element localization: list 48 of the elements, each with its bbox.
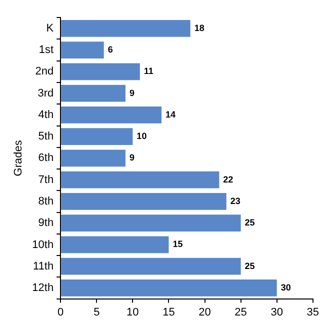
bar [61, 42, 104, 58]
data-label: 11 [144, 66, 154, 76]
y-tick-label: 9th [38, 217, 54, 230]
x-tick-label: 35 [306, 306, 320, 318]
x-tick-label: 5 [94, 306, 100, 318]
data-label: 22 [223, 174, 234, 184]
y-tick-label: 6th [38, 152, 54, 164]
x-tick-label: 25 [234, 306, 247, 318]
bar [61, 280, 277, 296]
y-tick-label: K [46, 22, 54, 34]
data-label: 25 [244, 260, 255, 271]
data-label: 30 [280, 282, 291, 292]
x-tick-label: 20 [198, 306, 211, 318]
data-label: 23 [230, 196, 240, 206]
data-label: 15 [172, 239, 183, 250]
x-tick-label: 15 [162, 306, 175, 318]
x-tick-label: 10 [126, 306, 139, 318]
x-tick-label: 0 [58, 306, 64, 318]
bar [61, 106, 162, 124]
data-label: 10 [136, 131, 147, 142]
data-label: 6 [108, 44, 113, 55]
y-tick-label: 12th [32, 282, 54, 294]
y-axis-title: Grades [12, 140, 25, 176]
bar [61, 236, 169, 254]
data-label: 9 [129, 152, 134, 163]
y-tick-label: 1st [38, 44, 54, 56]
data-label: 18 [194, 22, 204, 33]
bar [61, 20, 190, 37]
y-tick-label: 7th [38, 174, 54, 186]
y-tick-label: 10th [32, 238, 54, 251]
y-tick-label: 3rd [38, 87, 54, 100]
bar [61, 84, 126, 102]
y-tick-label: 2nd [35, 66, 54, 78]
data-label: 14 [166, 109, 176, 120]
bar [61, 150, 126, 167]
y-tick-label: 5th [38, 130, 54, 143]
bar [61, 128, 133, 146]
y-tick-label: 8th [38, 195, 54, 208]
bar [61, 258, 241, 275]
bar [61, 214, 241, 232]
bar [61, 193, 226, 210]
y-tick-label: 11th [33, 260, 54, 272]
bar [61, 63, 140, 80]
data-label: 9 [129, 88, 134, 98]
bar [61, 171, 220, 188]
y-tick-label: 4th [38, 108, 54, 121]
x-tick-label: 30 [270, 306, 283, 318]
data-label: 25 [244, 218, 255, 228]
